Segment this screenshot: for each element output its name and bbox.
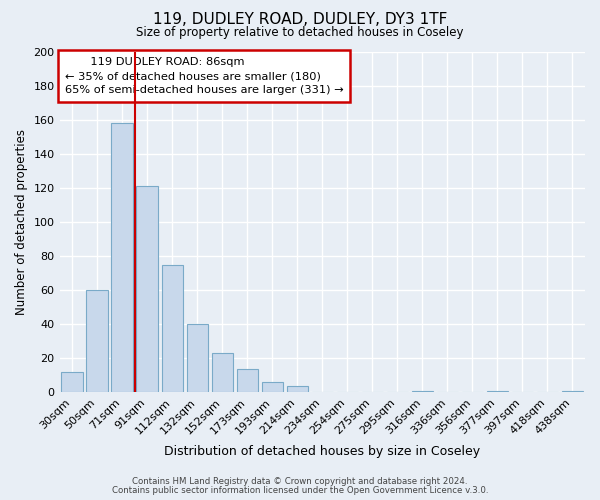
Bar xyxy=(112,123,133,392)
Bar xyxy=(287,386,308,392)
Text: 119, DUDLEY ROAD, DUDLEY, DY3 1TF: 119, DUDLEY ROAD, DUDLEY, DY3 1TF xyxy=(153,12,447,28)
Text: 119 DUDLEY ROAD: 86sqm
← 35% of detached houses are smaller (180)
65% of semi-de: 119 DUDLEY ROAD: 86sqm ← 35% of detached… xyxy=(65,56,343,96)
X-axis label: Distribution of detached houses by size in Coseley: Distribution of detached houses by size … xyxy=(164,444,481,458)
Text: Contains HM Land Registry data © Crown copyright and database right 2024.: Contains HM Land Registry data © Crown c… xyxy=(132,477,468,486)
Bar xyxy=(187,324,208,392)
Bar xyxy=(136,186,158,392)
Bar xyxy=(212,353,233,393)
Y-axis label: Number of detached properties: Number of detached properties xyxy=(15,129,28,315)
Bar xyxy=(562,390,583,392)
Text: Contains public sector information licensed under the Open Government Licence v.: Contains public sector information licen… xyxy=(112,486,488,495)
Bar xyxy=(412,390,433,392)
Bar xyxy=(262,382,283,392)
Bar xyxy=(161,264,183,392)
Bar xyxy=(61,372,83,392)
Bar xyxy=(236,368,258,392)
Bar xyxy=(86,290,108,392)
Text: Size of property relative to detached houses in Coseley: Size of property relative to detached ho… xyxy=(136,26,464,39)
Bar xyxy=(487,390,508,392)
